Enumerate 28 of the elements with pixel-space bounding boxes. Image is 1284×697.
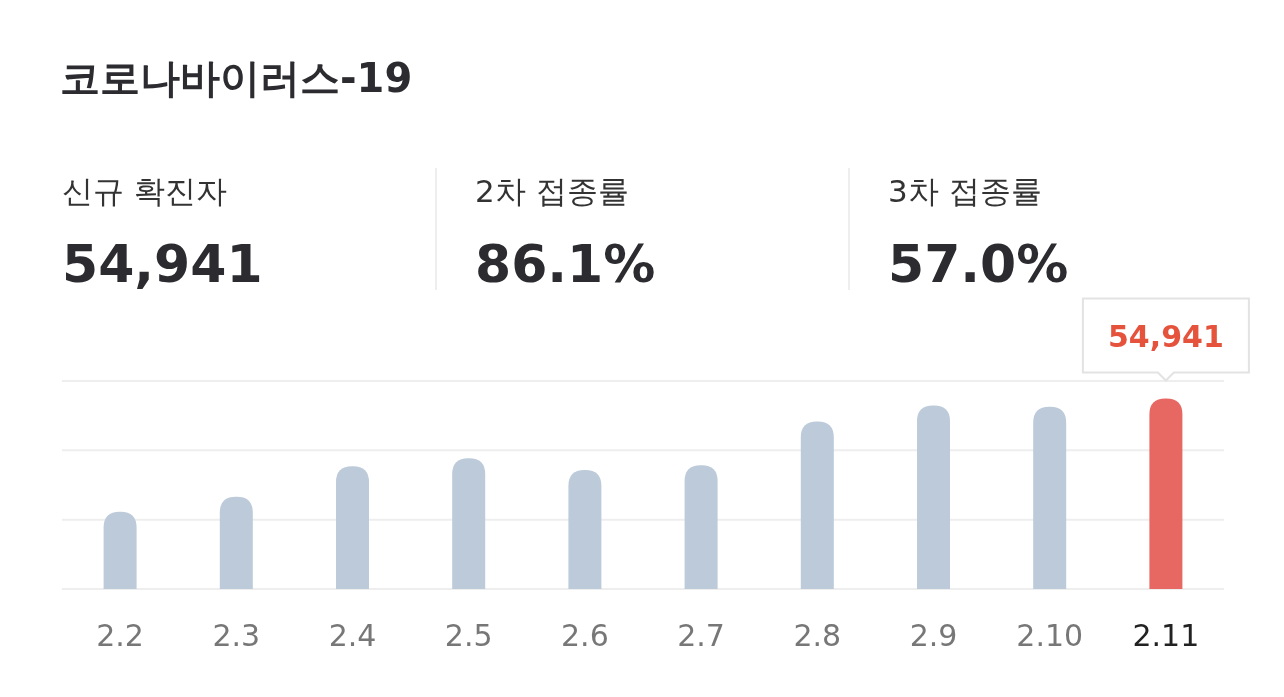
x-tick-label: 2.5 <box>444 618 493 653</box>
x-tick-label: 2.8 <box>793 618 842 653</box>
bar <box>917 405 950 589</box>
bar <box>1149 398 1183 589</box>
text: 신규 확진자 <box>62 173 227 209</box>
bar <box>452 458 486 589</box>
x-tick-label: 2.7 <box>677 618 725 653</box>
bar <box>800 421 834 589</box>
bar <box>336 466 369 589</box>
text: 86.1% <box>475 234 656 294</box>
bar <box>568 470 602 589</box>
bar <box>219 496 253 589</box>
bar <box>684 465 718 589</box>
x-tick-label: 2.6 <box>561 618 609 653</box>
bar <box>1033 406 1067 589</box>
text: 3차 접종률 <box>888 173 1042 209</box>
x-tick-label: 2.2 <box>96 618 144 653</box>
x-tick-label: 2.3 <box>212 618 261 653</box>
chart-title: 코로나바이러스-19 <box>60 55 413 101</box>
text: 54,941 <box>62 234 263 294</box>
data-label: 54,941 <box>1108 318 1224 354</box>
x-tick-label: 2.11 <box>1132 618 1200 653</box>
text: 57.0% <box>888 234 1069 294</box>
x-tick-label: 2.9 <box>909 618 958 653</box>
bar <box>103 511 137 589</box>
x-tick-label: 2.10 <box>1016 618 1084 653</box>
text: 2차 접종률 <box>475 173 629 209</box>
x-tick-label: 2.4 <box>328 618 377 653</box>
